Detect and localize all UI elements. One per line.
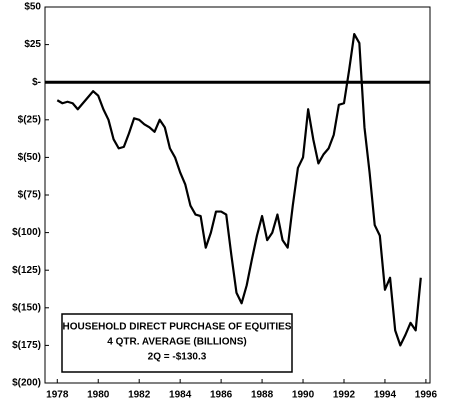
y-tick-label: $- (32, 77, 41, 88)
x-tick-label: 1978 (46, 390, 69, 401)
x-tick-label: 1996 (415, 390, 438, 401)
x-tick-label: 1982 (128, 390, 151, 401)
x-tick-label: 1986 (210, 390, 233, 401)
annotation: 4 QTR. AVERAGE (BILLIONS) (107, 337, 246, 348)
y-tick-label: $(25) (18, 114, 41, 125)
x-tick-label: 1990 (292, 390, 315, 401)
x-tick-label: 1988 (251, 390, 274, 401)
y-tick-label: $(175) (12, 340, 41, 351)
annotation-box (61, 313, 293, 373)
y-tick-label: $(150) (12, 302, 41, 313)
y-tick-label: $25 (24, 39, 41, 50)
y-tick-label: $(125) (12, 265, 41, 276)
line-series (56, 32, 422, 347)
x-tick-label: 1994 (374, 390, 397, 401)
x-tick-label: 1984 (169, 390, 192, 401)
y-tick-label: $(200) (12, 378, 41, 389)
y-tick-label: $(100) (12, 227, 41, 238)
y-tick-label: $50 (24, 2, 41, 13)
x-tick-label: 1992 (333, 390, 356, 401)
annotation: 2Q = -$130.3 (148, 352, 207, 363)
y-tick-label: $(75) (18, 190, 41, 201)
annotation: HOUSEHOLD DIRECT PURCHASE OF EQUITIES (63, 322, 292, 333)
y-tick-label: $(50) (18, 152, 41, 163)
x-tick-label: 1980 (87, 390, 110, 401)
